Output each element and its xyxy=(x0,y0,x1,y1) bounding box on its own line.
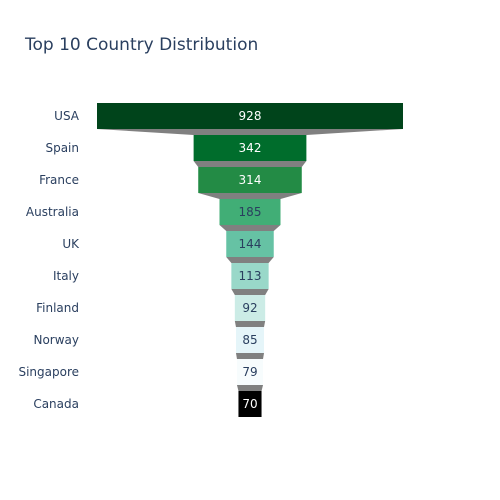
funnel-connector-5 xyxy=(226,257,274,263)
category-label-italy: Italy xyxy=(53,269,79,283)
funnel-connector-8 xyxy=(235,353,265,359)
funnel-bar-finland xyxy=(234,295,266,321)
funnel-connector-9 xyxy=(236,385,264,391)
funnel-connector-1 xyxy=(97,129,403,135)
category-label-finland: Finland xyxy=(36,301,79,315)
funnel-bar-australia xyxy=(219,199,281,225)
value-label-finland: 92 xyxy=(242,301,257,315)
funnel-bar-canada xyxy=(238,391,262,417)
funnel-connector-6 xyxy=(231,289,269,295)
category-label-canada: Canada xyxy=(33,397,79,411)
value-label-usa: 928 xyxy=(239,109,262,123)
funnel-bar-uk xyxy=(226,231,274,257)
value-label-norway: 85 xyxy=(242,333,257,347)
value-label-australia: 185 xyxy=(239,205,262,219)
funnel-bars xyxy=(97,103,403,417)
value-label-italy: 113 xyxy=(239,269,262,283)
value-label-singapore: 79 xyxy=(242,365,257,379)
category-label-spain: Spain xyxy=(45,141,79,155)
funnel-bar-france xyxy=(198,167,302,193)
funnel-connector-2 xyxy=(193,161,307,167)
funnel-connector-3 xyxy=(198,193,302,199)
value-labels: 928 342 314 185 144 113 92 85 79 70 xyxy=(239,109,262,411)
funnel-bar-usa xyxy=(97,103,403,129)
funnel-connector-4 xyxy=(219,225,281,231)
category-label-france: France xyxy=(39,173,79,187)
value-label-canada: 70 xyxy=(242,397,257,411)
category-label-uk: UK xyxy=(62,237,80,251)
category-label-australia: Australia xyxy=(26,205,79,219)
funnel-bar-singapore xyxy=(236,359,264,385)
category-label-norway: Norway xyxy=(33,333,79,347)
funnel-bar-italy xyxy=(231,263,269,289)
category-label-usa: USA xyxy=(54,109,80,123)
category-label-singapore: Singapore xyxy=(18,365,79,379)
funnel-bar-spain xyxy=(193,135,307,161)
value-label-france: 314 xyxy=(239,173,262,187)
funnel-connector-7 xyxy=(234,321,266,327)
value-label-uk: 144 xyxy=(239,237,262,251)
funnel-bar-norway xyxy=(235,327,265,353)
category-labels: USA Spain France Australia UK Italy Finland Nor… xyxy=(18,109,80,411)
funnel-connectors xyxy=(97,129,403,391)
chart-title: Top 10 Country Distribution xyxy=(24,35,258,55)
value-label-spain: 342 xyxy=(239,141,262,155)
